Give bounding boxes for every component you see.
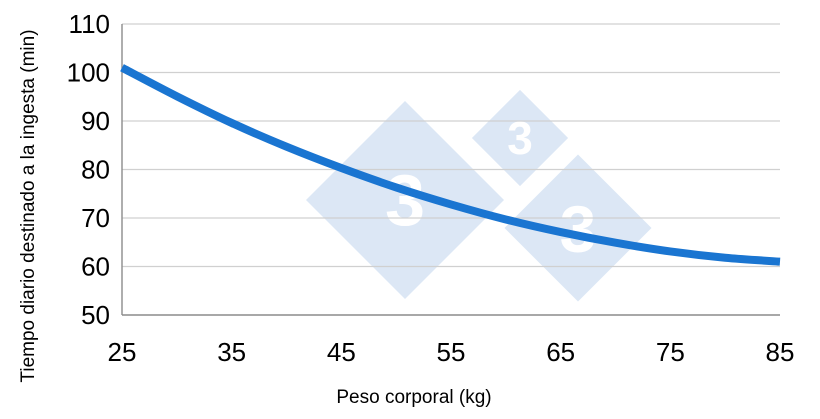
series-line-0 [120,64,781,266]
y-axis-title: Tiempo diario destinado a la ingesta (mi… [18,29,39,382]
x-tick-label-25: 25 [108,337,137,367]
watermark-tile-right [504,154,652,302]
x-tick-labels: 25 35 45 55 65 75 85 [108,337,795,367]
x-tick-label-55: 55 [437,337,466,367]
watermark-tile-small [471,89,569,187]
y-tick-label-70: 70 [81,203,110,233]
y-tick-label-50: 50 [81,300,110,330]
x-tick-label-35: 35 [217,337,246,367]
y-tick-labels: 50 60 70 80 90 100 110 [67,9,110,330]
watermark-digit-left: 3 [385,161,425,241]
x-tick-label-75: 75 [656,337,685,367]
series-layer [120,64,781,266]
axes [121,24,780,316]
y-tick-label-110: 110 [69,9,110,39]
x-tick-label-45: 45 [327,337,356,367]
watermark-logo: 3 3 3 [306,89,652,302]
watermark-digit-right: 3 [560,192,597,266]
y-tick-label-90: 90 [81,106,110,136]
y-tick-label-80: 80 [81,155,110,185]
x-tick-label-65: 65 [546,337,575,367]
x-tick-label-85: 85 [766,337,795,367]
y-tick-label-100: 100 [67,58,110,88]
watermark-tile-large [306,101,504,299]
x-axis-title: Peso corporal (kg) [336,387,491,408]
watermark-digit-top: 3 [507,112,533,164]
y-tick-label-60: 60 [81,252,110,282]
